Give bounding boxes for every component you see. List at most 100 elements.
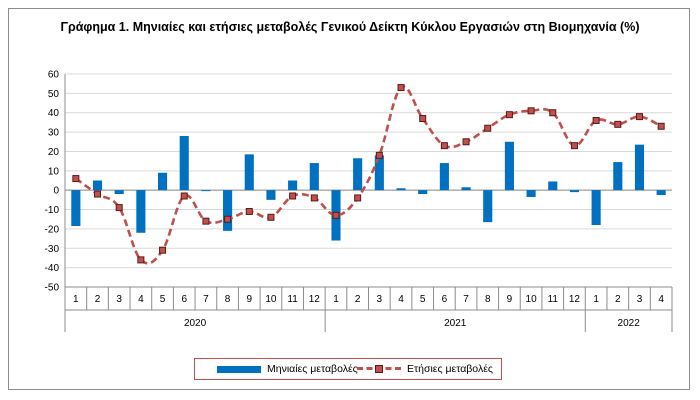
y-tick-label: 60 [48, 70, 60, 81]
x-tick-label: 3 [377, 294, 383, 305]
line-marker-annual [224, 215, 232, 223]
bar-monthly [266, 190, 276, 200]
legend-swatch-annual [357, 364, 401, 374]
y-tick-label: -30 [45, 244, 60, 255]
x-tick-label: 6 [442, 294, 448, 305]
line-marker-annual [289, 192, 297, 200]
x-tick-label: 12 [569, 294, 581, 305]
x-tick-label: 3 [637, 294, 643, 305]
line-marker-annual [635, 113, 643, 121]
line-marker-annual [657, 122, 665, 130]
bar-monthly [483, 190, 493, 223]
x-tick-label: 4 [138, 294, 144, 305]
line-marker-annual [419, 115, 427, 123]
x-tick-label: 11 [287, 294, 298, 305]
x-tick-label: 1 [73, 294, 79, 305]
x-tick-label: 7 [463, 294, 469, 305]
line-marker-annual [440, 142, 448, 150]
y-tick-label: 50 [48, 89, 60, 100]
y-tick-label: 40 [48, 108, 60, 119]
bar-monthly [374, 155, 384, 191]
x-tick-label: 11 [548, 294, 559, 305]
bar-monthly [548, 181, 558, 191]
y-tick-label: -50 [45, 283, 60, 294]
line-marker-annual [570, 142, 578, 150]
x-tick-label: 2 [355, 294, 361, 305]
bar-monthly [223, 190, 233, 231]
line-marker-annual [115, 204, 123, 212]
legend-label-monthly: Μηνιαίες μεταβολές [267, 363, 358, 375]
line-marker-annual [505, 111, 513, 119]
bar-monthly [309, 163, 319, 191]
y-tick-label: -20 [45, 224, 60, 235]
y-tick-label: -40 [45, 263, 60, 274]
x-tick-label: 4 [658, 294, 664, 305]
bar-monthly [136, 190, 146, 233]
bar-monthly [288, 180, 298, 191]
x-tick-label: 2 [95, 294, 101, 305]
legend-item-monthly: Μηνιαίες μεταβολές [217, 363, 358, 375]
bar-monthly [201, 190, 211, 192]
x-tick-label: 8 [485, 294, 491, 305]
x-tick-label: 10 [265, 294, 277, 305]
x-tick-label: 5 [420, 294, 426, 305]
line-marker-annual [549, 109, 557, 117]
x-tick-label: 1 [593, 294, 599, 305]
line-marker-annual [310, 194, 318, 202]
line-marker-annual [137, 256, 145, 264]
bar-monthly [569, 190, 579, 193]
x-tick-label: 1 [333, 294, 339, 305]
line-marker-annual [94, 190, 102, 198]
bar-monthly [396, 188, 406, 191]
x-tick-label: 7 [203, 294, 209, 305]
x-tick-label: 9 [507, 294, 513, 305]
bar-monthly [179, 135, 189, 191]
x-tick-label: 9 [246, 294, 252, 305]
chart-frame [8, 8, 690, 390]
line-marker-annual [245, 207, 253, 215]
bar-monthly [656, 190, 666, 196]
bar-monthly [613, 162, 623, 191]
line-marker-annual [159, 246, 167, 254]
bar-monthly [353, 158, 363, 191]
x-tick-label: 6 [181, 294, 187, 305]
line-marker-annual [202, 217, 210, 225]
bar-monthly [418, 190, 428, 195]
y-tick-label: -10 [45, 205, 60, 216]
line-marker-annual [332, 211, 340, 219]
chart-legend: Μηνιαίες μεταβολές Ετήσιες μεταβολές [194, 358, 502, 380]
line-marker-annual [354, 194, 362, 202]
x-tick-label: 8 [225, 294, 231, 305]
y-tick-label: 20 [48, 147, 60, 158]
bar-monthly [461, 187, 471, 191]
line-marker-annual [527, 107, 535, 115]
year-label: 2021 [444, 318, 467, 329]
y-tick-label: 30 [48, 128, 60, 139]
line-marker-annual [614, 120, 622, 128]
bar-monthly [526, 190, 536, 197]
bar-monthly [634, 144, 645, 191]
y-tick-label: 10 [48, 166, 60, 177]
y-tick-label: 0 [53, 186, 59, 197]
x-tick-label: 10 [526, 294, 538, 305]
bar-monthly [591, 190, 601, 226]
legend-item-annual: Ετήσιες μεταβολές [357, 363, 493, 375]
x-tick-label: 2 [615, 294, 621, 305]
bar-monthly [439, 163, 449, 191]
line-marker-annual [462, 138, 470, 146]
year-label: 2022 [618, 318, 641, 329]
line-annual [75, 85, 662, 265]
line-marker-annual [592, 116, 600, 124]
bar-monthly [158, 172, 168, 191]
line-marker-annual [180, 192, 188, 200]
bar-monthly [504, 141, 514, 191]
line-marker-annual [484, 124, 492, 132]
line-marker-annual [397, 84, 405, 92]
x-tick-label: 3 [116, 294, 122, 305]
x-tick-label: 5 [160, 294, 166, 305]
bar-monthly [92, 180, 103, 191]
line-marker-annual [375, 151, 383, 159]
chart-title: Γράφημα 1. Μηνιαίες και ετήσιες μεταβολέ… [60, 20, 640, 34]
legend-label-annual: Ετήσιες μεταβολές [407, 363, 493, 375]
